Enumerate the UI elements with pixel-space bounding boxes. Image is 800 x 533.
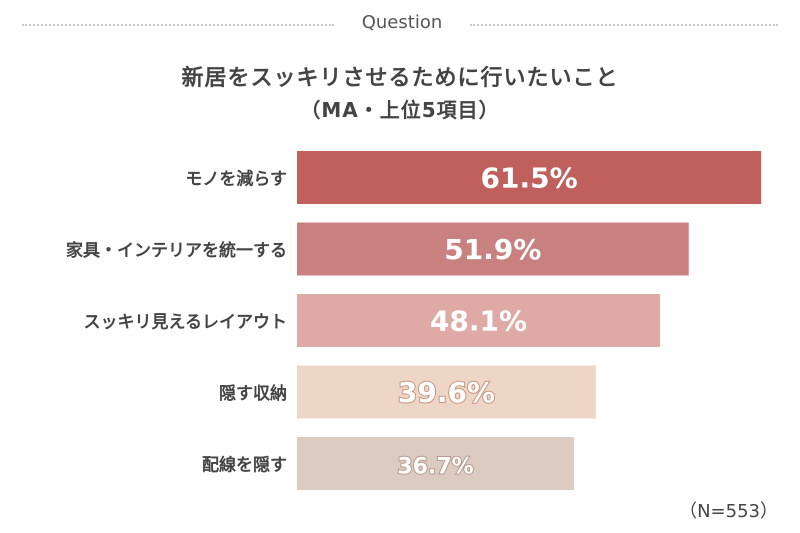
bar-4 — [297, 365, 596, 419]
question-label: Question — [361, 12, 443, 33]
bar-5 — [297, 437, 575, 490]
chart-subtitle: （MA・上位5項目） — [300, 98, 500, 122]
chart-title: 新居をスッキリさせるために行いたいこと — [181, 66, 619, 91]
value-label-3: 48.1% — [430, 305, 527, 338]
dotted-divider-left — [22, 24, 334, 26]
value-label-5: 36.7% — [397, 455, 473, 480]
bar-3 — [297, 294, 661, 347]
category-label-3: スッキリ見えるレイアウト — [84, 313, 288, 333]
dotted-divider-right — [470, 24, 778, 26]
category-label-5: 配線を隠す — [202, 455, 287, 476]
bar-1 — [297, 151, 762, 204]
category-label-1: モノを減らす — [185, 169, 287, 190]
value-label-1: 61.5% — [481, 162, 578, 195]
value-label-2: 51.9% — [444, 233, 541, 266]
sample-size-note: （N=553） — [679, 501, 778, 522]
question-header: Question — [0, 10, 800, 40]
value-label-4: 39.6% — [398, 376, 495, 409]
category-label-2: 家具・インテリアを統一する — [66, 240, 287, 261]
category-label-4: 隠す収納 — [219, 383, 287, 404]
bar-2 — [297, 222, 689, 276]
